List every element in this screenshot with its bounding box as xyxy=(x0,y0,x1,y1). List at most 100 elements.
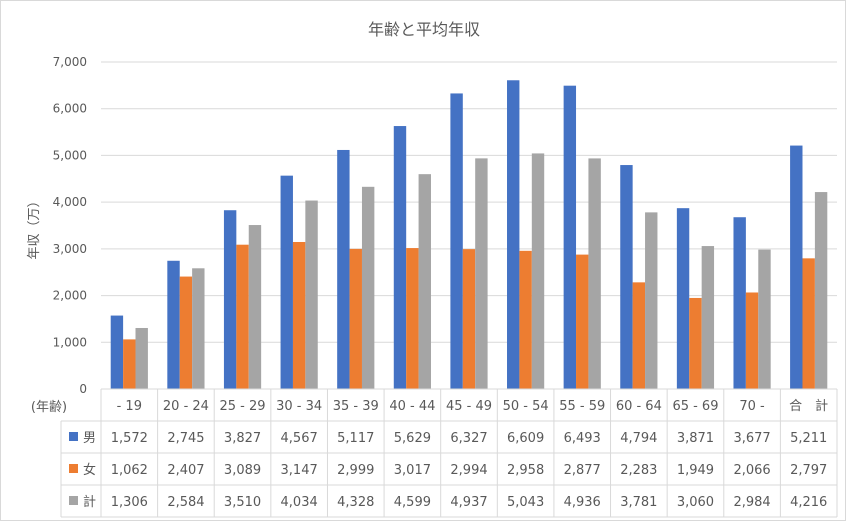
data-table-cell: 2,584 xyxy=(167,495,204,510)
category-label: 55 - 59 xyxy=(559,399,605,414)
bar-男 xyxy=(393,126,407,389)
y-tick-label: 6,000 xyxy=(53,102,87,116)
data-table-cell: 6,609 xyxy=(507,431,544,446)
bar-男 xyxy=(280,175,293,389)
data-table-cell: 5,117 xyxy=(337,431,374,446)
category-label: 30 - 34 xyxy=(276,399,322,414)
bar-女 xyxy=(632,282,646,389)
data-table-cell: 3,017 xyxy=(394,463,431,478)
data-table-cell: 3,060 xyxy=(677,495,714,510)
legend-label: 男 xyxy=(83,431,96,446)
bar-男 xyxy=(223,210,237,389)
category-label: 50 - 54 xyxy=(503,399,549,414)
data-table-cell: 2,999 xyxy=(337,463,374,478)
category-label: 35 - 39 xyxy=(333,399,379,414)
data-table-cell: 4,937 xyxy=(450,495,487,510)
category-label: 65 - 69 xyxy=(672,399,718,414)
bar-男 xyxy=(507,80,520,389)
bar-男 xyxy=(450,93,463,389)
data-table-cell: 5,211 xyxy=(790,431,827,446)
bar-女 xyxy=(292,241,306,389)
bar-男 xyxy=(563,85,577,389)
bar-計 xyxy=(701,246,715,389)
bar-男 xyxy=(337,149,350,389)
data-table-cell: 2,994 xyxy=(450,463,487,478)
legend-key-計 xyxy=(69,496,78,505)
data-table-cell: 4,599 xyxy=(394,495,431,510)
category-label: 25 - 29 xyxy=(220,399,266,414)
bar-女 xyxy=(179,276,193,389)
legend-label: 計 xyxy=(83,494,96,510)
data-table-cell: 1,306 xyxy=(111,495,148,510)
bar-男 xyxy=(110,315,124,389)
category-label: 70 - xyxy=(739,399,765,414)
y-tick-label: 2,000 xyxy=(53,289,87,303)
data-table-cell: 2,066 xyxy=(733,463,770,478)
category-label: - 19 xyxy=(117,399,142,414)
bar-計 xyxy=(418,174,431,389)
bar-男 xyxy=(676,208,690,389)
bar-男 xyxy=(790,145,803,389)
bars xyxy=(110,80,828,389)
bar-男 xyxy=(620,165,633,389)
data-table-cell: 2,958 xyxy=(507,463,544,478)
x-axis-title: (年齢) xyxy=(31,400,67,415)
bar-計 xyxy=(475,158,488,389)
data-table-cell: 5,629 xyxy=(394,431,431,446)
y-tick-label: 1,000 xyxy=(53,335,87,349)
bar-女 xyxy=(689,297,702,389)
bar-女 xyxy=(519,250,532,389)
data-table-cell: 4,936 xyxy=(564,495,601,510)
legend-key-男 xyxy=(69,432,78,441)
y-tick-label: 0 xyxy=(79,382,87,396)
data-table-cell: 2,877 xyxy=(564,463,601,478)
bar-男 xyxy=(167,260,180,389)
legend-label: 女 xyxy=(83,462,96,478)
bar-計 xyxy=(645,212,658,389)
category-label: 合 計 xyxy=(789,398,828,414)
data-table-cell: 6,493 xyxy=(564,431,601,446)
y-tick-label: 5,000 xyxy=(53,148,87,162)
category-label: 45 - 49 xyxy=(446,399,492,414)
data-table-cell: 5,043 xyxy=(507,495,544,510)
chart-title: 年齢と平均年収 xyxy=(368,20,480,39)
data-table-cell: 1,572 xyxy=(111,431,148,446)
bar-計 xyxy=(305,200,318,389)
bar-計 xyxy=(531,153,545,389)
category-label: 20 - 24 xyxy=(163,399,209,414)
y-axis-title: 年収（万） xyxy=(27,194,42,259)
data-table: - 19 20 - 24 25 - 29 30 - 34 35 - 39 40 - 44 4… xyxy=(60,388,838,518)
y-axis-ticks: 0 1,000 2,000 3,000 4,000 5,000 6,000 7,000 xyxy=(53,55,87,396)
category-label: 40 - 44 xyxy=(389,399,435,414)
bar-女 xyxy=(236,244,249,389)
bar-計 xyxy=(135,327,148,389)
data-table-cell: 4,216 xyxy=(790,495,827,510)
data-table-cell: 3,871 xyxy=(677,431,714,446)
data-table-cell: 3,781 xyxy=(620,495,657,510)
data-table-cell: 1,062 xyxy=(111,463,148,478)
data-table-cell: 2,407 xyxy=(167,463,204,478)
y-tick-label: 3,000 xyxy=(53,242,87,256)
data-table-cell: 6,327 xyxy=(450,431,487,446)
legend-key-女 xyxy=(69,464,78,473)
data-table-cell: 2,984 xyxy=(733,495,770,510)
bar-計 xyxy=(361,186,375,389)
bar-女 xyxy=(462,249,476,389)
data-table-cell: 2,797 xyxy=(790,463,827,478)
bar-女 xyxy=(123,339,136,389)
bar-女 xyxy=(802,258,815,389)
data-table-cell: 4,794 xyxy=(620,431,657,446)
data-table-cell: 4,567 xyxy=(281,431,318,446)
data-table-cell: 2,283 xyxy=(620,463,657,478)
data-table-cell: 4,328 xyxy=(337,495,374,510)
bar-女 xyxy=(349,248,362,389)
bar-女 xyxy=(406,248,419,389)
y-tick-label: 4,000 xyxy=(53,195,87,209)
data-table-cell: 3,510 xyxy=(224,495,261,510)
bar-女 xyxy=(745,292,759,389)
data-table-cell: 3,147 xyxy=(281,463,318,478)
data-table-cell: 1,949 xyxy=(677,463,714,478)
bar-女 xyxy=(576,254,589,389)
data-table-cell: 3,677 xyxy=(733,431,770,446)
bar-計 xyxy=(814,192,828,389)
